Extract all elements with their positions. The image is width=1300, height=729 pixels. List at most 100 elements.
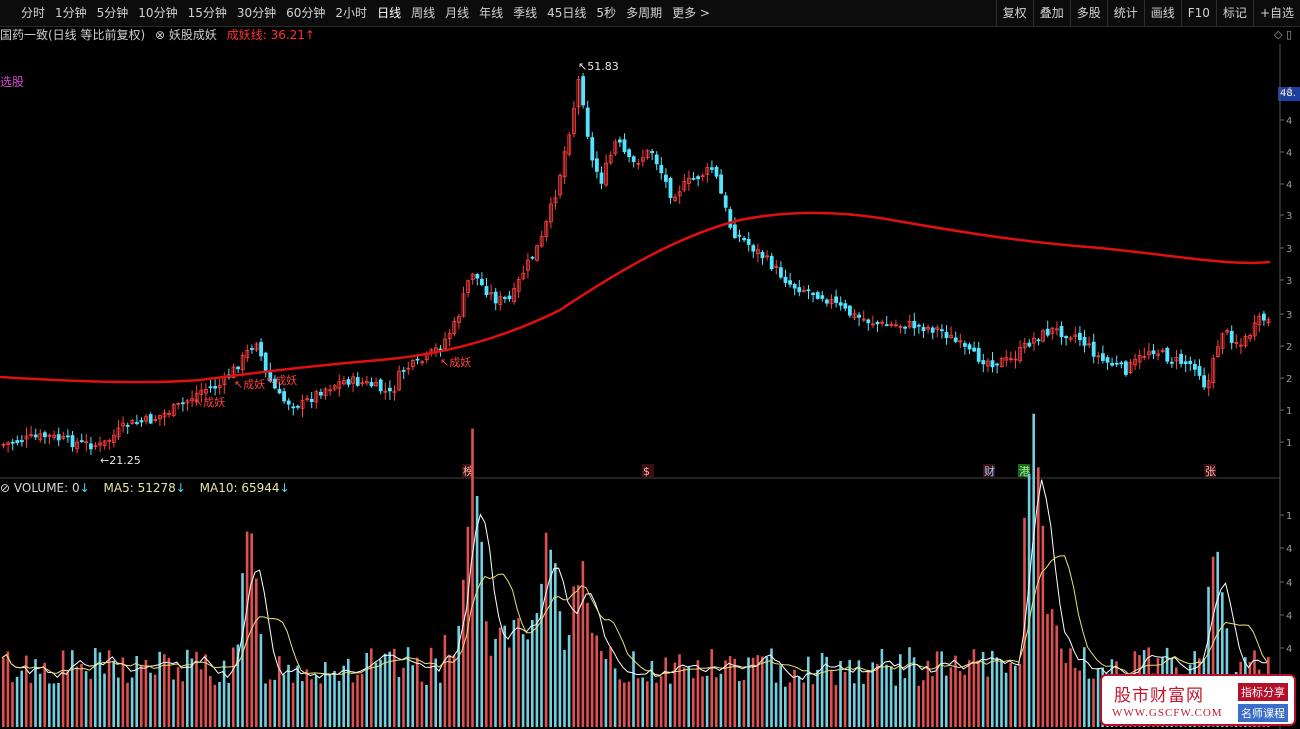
period-tab-16[interactable]: 更多 > [672, 6, 710, 20]
toolbar-button-4[interactable]: 画线 [1143, 0, 1181, 26]
watermark-logo: 股市财富网 WWW.GSCFW.COM 指标分享 名师课程 [1100, 674, 1296, 726]
toolbar-button-6[interactable]: 标记 [1215, 0, 1253, 26]
period-tab-12[interactable]: 季线 [513, 6, 538, 20]
kline-candle [98, 442, 102, 446]
period-tab-5[interactable]: 30分钟 [236, 6, 277, 20]
volume-bar [701, 676, 704, 727]
volume-bar [1046, 614, 1049, 727]
toolbar-button-3[interactable]: 统计 [1106, 0, 1144, 26]
volume-bar [29, 682, 33, 727]
indicator-name[interactable]: ⊗ 妖股成妖 [155, 28, 217, 42]
volume-bar [144, 660, 148, 727]
period-tab-13[interactable]: 45日线 [547, 6, 587, 20]
kline-candle [576, 79, 581, 108]
period-tab-7[interactable]: 2小时 [335, 6, 368, 20]
volume-bar [1004, 672, 1008, 727]
period-tab-11[interactable]: 年线 [479, 6, 504, 20]
period-tab-4[interactable]: 15分钟 [187, 6, 227, 20]
toolbar-button-7[interactable]: +自选 [1252, 0, 1300, 26]
kline-candle [61, 435, 66, 439]
volume-bar [411, 665, 414, 727]
volume-bar [774, 682, 778, 727]
kline-candle [489, 292, 494, 295]
axis-tick-label: 4 [1286, 544, 1292, 555]
volume-bar [443, 634, 447, 727]
period-toolbar: 分时 1分钟 5分钟 10分钟 15分钟 30分钟 60分钟 2小时 日线 周线 月线 年线 季线 45日… [0, 0, 1300, 27]
kline-candle [167, 412, 172, 415]
kline-candle [567, 134, 572, 155]
kline-candle [618, 139, 622, 143]
volume-bar [425, 684, 428, 727]
volume-bar [517, 618, 520, 727]
kline-candle [967, 344, 972, 350]
volume-bar [623, 682, 626, 727]
volume-bar [1055, 625, 1058, 727]
watermark-url: WWW.GSCFW.COM [1112, 707, 1223, 719]
volume-bar [209, 676, 212, 727]
toolbar-button-1[interactable]: 叠加 [1032, 0, 1070, 26]
kline-candle [585, 107, 590, 137]
period-tab-1[interactable]: 1分钟 [55, 6, 87, 20]
indicator-value: 成妖线: 36.21↑ [226, 28, 315, 42]
period-tab-0[interactable]: 分时 [21, 6, 46, 20]
kline-candle [447, 333, 452, 340]
kline-candle [438, 348, 443, 351]
volume-bar [75, 666, 79, 727]
kline-candle [291, 406, 296, 409]
period-tab-15[interactable]: 多周期 [626, 6, 663, 20]
period-tab-2[interactable]: 5分钟 [96, 6, 129, 20]
toolbar-button-0[interactable]: 复权 [995, 0, 1033, 26]
kline-candle [1041, 330, 1045, 342]
volume-bar [908, 647, 911, 727]
volume-bar [1073, 667, 1077, 727]
kline-candle [121, 422, 125, 427]
volume-bar [715, 677, 718, 727]
kline-candle [1110, 363, 1114, 366]
toolbar-button-5[interactable]: F10 [1180, 0, 1216, 26]
period-tab-14[interactable]: 5秒 [596, 6, 617, 20]
volume-bar [912, 657, 916, 727]
volume-bar [1092, 678, 1095, 727]
volume-bar [167, 657, 171, 727]
volume-bar [793, 669, 796, 727]
kline-candle [535, 245, 539, 261]
period-tab-3[interactable]: 10分钟 [138, 6, 178, 20]
volume-bar [89, 678, 92, 727]
volume-bar [489, 655, 493, 727]
volume-bar [1018, 663, 1022, 727]
kline-candle [346, 379, 351, 385]
volume-toggle-icon[interactable]: ⊘ [0, 481, 14, 495]
kline-candle [15, 440, 20, 444]
kline-candle [1248, 334, 1252, 339]
kline-candle [502, 297, 507, 299]
axis-tick-label: 2 [1286, 342, 1292, 353]
period-tab-8[interactable]: 日线 [377, 6, 402, 20]
volume-bar [728, 656, 732, 727]
window-icons[interactable]: ◇ ▯ [1273, 28, 1292, 41]
toolbar-button-2[interactable]: 多股 [1069, 0, 1107, 26]
period-tab-10[interactable]: 月线 [445, 6, 470, 20]
chengyao-line [0, 211, 1271, 384]
volume-bar [848, 659, 851, 727]
kline-candle [148, 414, 153, 424]
volume-bar [351, 682, 355, 727]
volume-bar [402, 667, 405, 727]
volume-bar [48, 683, 51, 727]
volume-bar [6, 651, 10, 727]
kline-candle [972, 347, 976, 352]
volume-bar [958, 671, 962, 727]
kline-candle [1036, 339, 1041, 342]
volume-bar [107, 650, 111, 727]
period-tab-6[interactable]: 60分钟 [286, 6, 326, 20]
kline-candle [912, 320, 917, 329]
kline-candle [654, 154, 659, 165]
volume-bar [71, 650, 74, 727]
kline-candle [102, 440, 107, 447]
kline-candle [374, 381, 379, 387]
volume-bar [406, 647, 410, 727]
period-tab-9[interactable]: 周线 [411, 6, 436, 20]
volume-bar [899, 654, 902, 727]
volume-bar [940, 651, 943, 727]
kline-candle [254, 343, 259, 351]
